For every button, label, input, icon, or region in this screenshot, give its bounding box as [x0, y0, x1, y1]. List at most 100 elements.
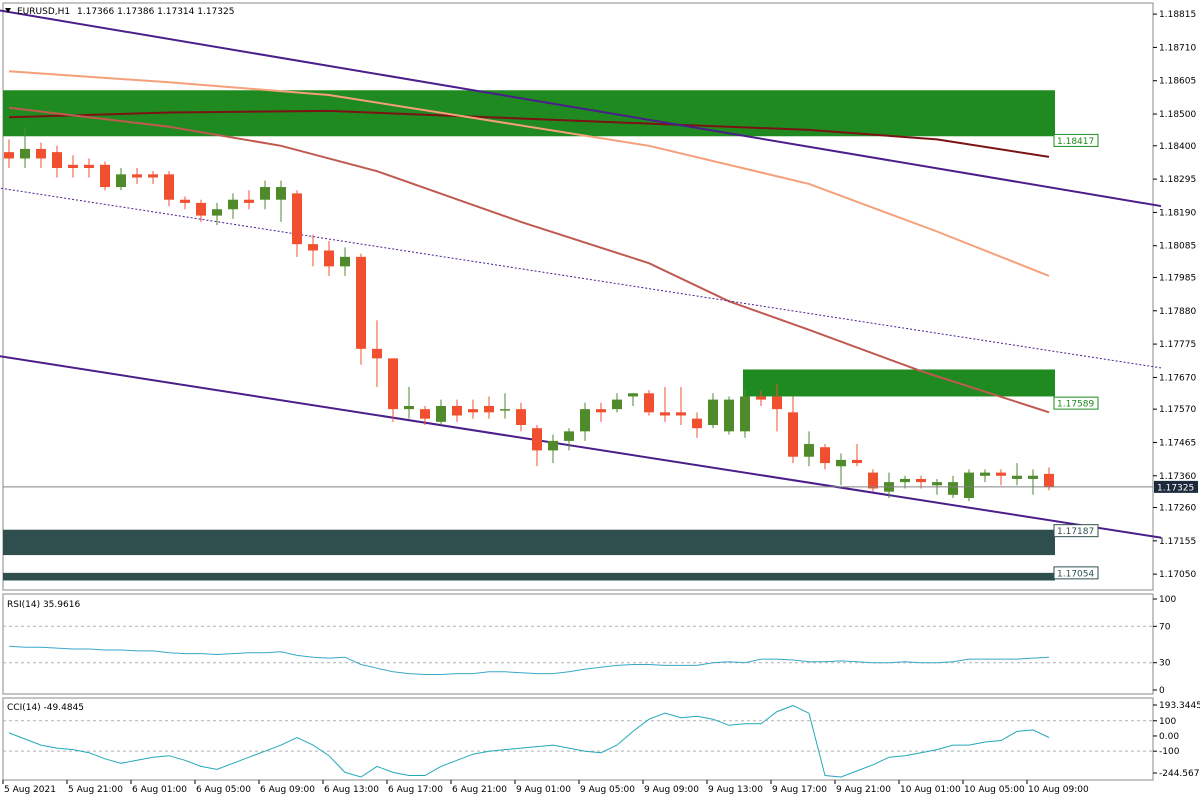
- candle: [820, 444, 830, 470]
- price-tick-label: 1.18085: [1159, 242, 1196, 252]
- rsi-line: [8, 645, 1050, 675]
- zone-green-1: [743, 369, 1055, 397]
- price-tick-label: 1.17155: [1159, 537, 1196, 547]
- price-tick-label: 1.18400: [1159, 142, 1196, 152]
- svg-text:1.18417: 1.18417: [1057, 137, 1094, 147]
- symbol-label: EURUSD,H1: [17, 7, 70, 17]
- candle: [692, 412, 702, 438]
- candle: [84, 158, 94, 178]
- time-tick-label: 9 Aug 01:00: [516, 785, 571, 795]
- candle: [212, 202, 222, 226]
- indicator-tick-label: 0: [1159, 686, 1165, 696]
- candle: [980, 469, 990, 483]
- rsi-panel[interactable]: 100 70 30 0 RSI(14) 35.9616: [2, 593, 1176, 696]
- channel-line-solid-1: [0, 355, 1162, 539]
- candle: [612, 393, 622, 413]
- candle: [228, 193, 238, 219]
- cci-axis: 193.3445 100 0.00 -100 -244.5671: [1153, 701, 1200, 779]
- candle: [4, 139, 14, 168]
- candle: [452, 399, 462, 422]
- time-tick-label: 6 Aug 01:00: [132, 785, 187, 795]
- candle: [244, 190, 254, 210]
- time-tick-label: 10 Aug 09:00: [1028, 785, 1089, 795]
- candle: [196, 199, 206, 222]
- price-tick-label: 1.17465: [1159, 438, 1196, 448]
- channel-line-dotted-2: [0, 187, 1162, 369]
- indicator-tick-label: -244.5671: [1159, 769, 1200, 779]
- svg-text:1.17589: 1.17589: [1057, 400, 1094, 410]
- candle: [36, 142, 46, 168]
- ohlc-readout: 1.17366 1.17386 1.17314 1.17325: [77, 7, 234, 17]
- price-tag: 1.18417: [1053, 133, 1099, 147]
- candle: [420, 405, 430, 426]
- svg-text:1.17325: 1.17325: [1157, 483, 1194, 493]
- price-tick-label: 1.18710: [1159, 43, 1196, 53]
- price-axis: 1.18815 1.18710 1.18605 1.18500 1.18400 1.182…: [1153, 10, 1196, 580]
- candle: [324, 240, 334, 276]
- candle: [500, 393, 510, 419]
- price-tick-label: 1.18295: [1159, 175, 1196, 185]
- time-tick-label: 10 Aug 05:00: [964, 785, 1025, 795]
- candle: [868, 469, 878, 492]
- price-tick-label: 1.17880: [1159, 307, 1196, 317]
- price-tick-label: 1.18815: [1159, 10, 1196, 20]
- time-tick-label: 9 Aug 21:00: [836, 785, 891, 795]
- indicator-tick-label: -100: [1159, 747, 1180, 757]
- price-tag: 1.17187: [1053, 524, 1099, 538]
- candle: [468, 399, 478, 419]
- rsi-axis: 100 70 30 0: [1153, 595, 1176, 696]
- indicator-tick-label: 0.00: [1159, 732, 1179, 742]
- candle: [52, 145, 62, 178]
- price-tick-label: 1.17670: [1159, 373, 1196, 383]
- candle: [388, 358, 398, 422]
- indicator-tick-label: 100: [1159, 717, 1176, 727]
- candle: [900, 475, 910, 489]
- svg-text:1.17187: 1.17187: [1057, 527, 1094, 537]
- time-axis: 5 Aug 2021 5 Aug 21:00 6 Aug 01:00 6 Aug 05…: [2, 780, 1089, 795]
- candle: [20, 126, 30, 168]
- indicator-tick-label: 100: [1159, 595, 1176, 605]
- candle: [1028, 469, 1038, 495]
- candle: [580, 402, 590, 441]
- price-panel[interactable]: 1.18815 1.18710 1.18605 1.18500 1.18400 1.182…: [0, 2, 1198, 591]
- time-tick-label: 9 Aug 09:00: [644, 785, 699, 795]
- zone-dark-3: [3, 572, 1055, 581]
- cci-title: CCI(14) -49.4845: [7, 703, 84, 713]
- candle: [180, 196, 190, 210]
- cci-panel-frame: [2, 697, 1154, 781]
- candle: [308, 234, 318, 267]
- candle: [372, 320, 382, 387]
- candle: [1012, 463, 1022, 486]
- moving-average-3: [8, 106, 1050, 414]
- candle: [340, 247, 350, 276]
- price-tick-label: 1.18500: [1159, 110, 1196, 120]
- time-tick-label: 5 Aug 2021: [4, 785, 56, 795]
- cci-panel[interactable]: 193.3445 100 0.00 -100 -244.5671 CCI(14) -49…: [2, 697, 1200, 781]
- rsi-panel-frame: [2, 593, 1154, 695]
- candle: [564, 428, 574, 451]
- candle: [356, 253, 366, 365]
- candle: [100, 161, 110, 191]
- time-tick-label: 10 Aug 01:00: [900, 785, 961, 795]
- candle: [804, 431, 814, 467]
- candle: [596, 402, 606, 422]
- price-tick-label: 1.17050: [1159, 570, 1196, 580]
- time-tick-label: 9 Aug 13:00: [708, 785, 763, 795]
- price-tag: 1.17054: [1053, 566, 1099, 580]
- indicator-tick-label: 30: [1159, 659, 1171, 669]
- moving-average-2: [8, 70, 1050, 277]
- time-tick-label: 5 Aug 21:00: [68, 785, 123, 795]
- candle: [164, 171, 174, 207]
- zone-dark-2: [3, 529, 1055, 556]
- candle: [148, 171, 158, 184]
- candle: [916, 475, 926, 489]
- candle: [532, 425, 542, 467]
- candle: [132, 167, 142, 184]
- indicator-tick-label: 193.3445: [1159, 701, 1200, 711]
- candle: [292, 190, 302, 257]
- price-tick-label: 1.18605: [1159, 77, 1196, 87]
- candle: [404, 386, 414, 419]
- panel-menu-arrow-icon[interactable]: [5, 8, 11, 13]
- candle: [548, 434, 558, 464]
